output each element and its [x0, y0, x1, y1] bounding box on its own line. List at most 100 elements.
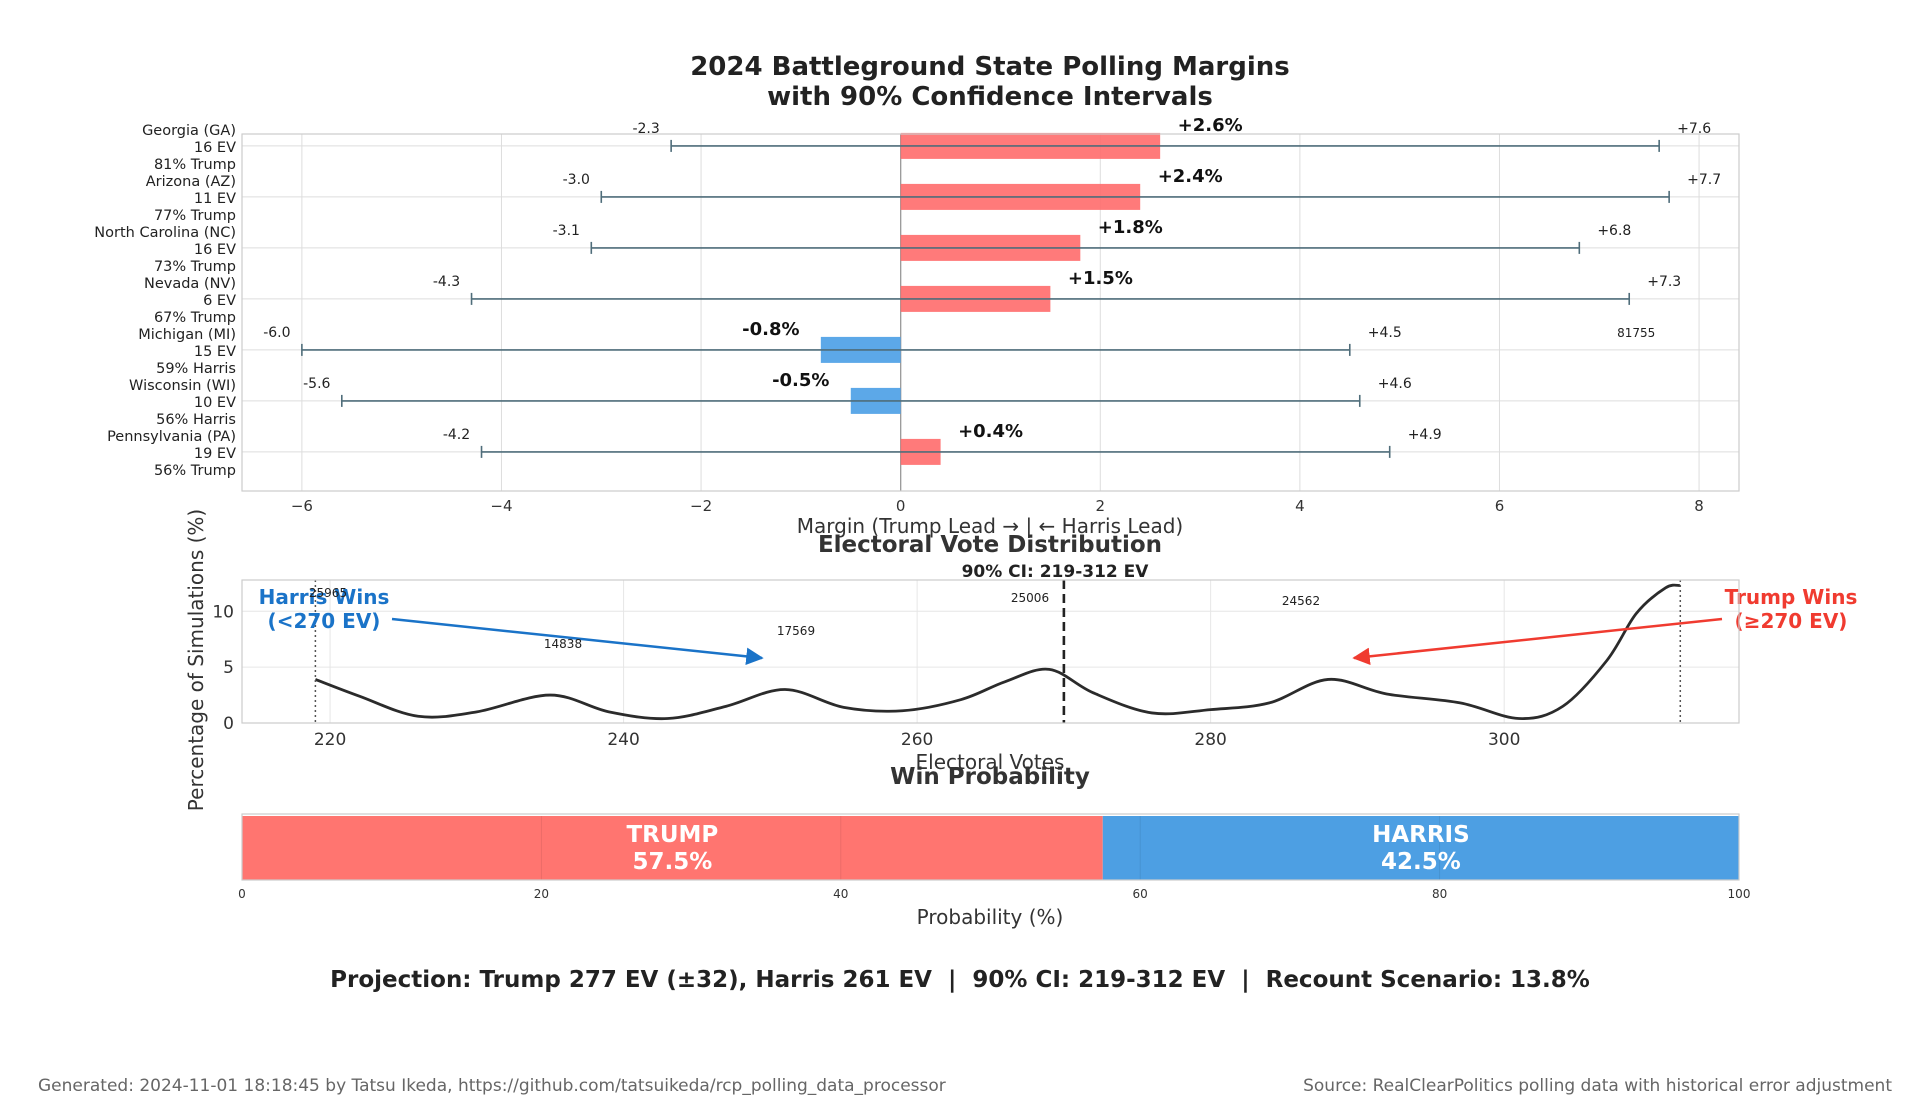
- margin-value-label: +1.8%: [1098, 217, 1163, 238]
- win-prob-segment-harris: [1102, 816, 1739, 880]
- win-prob-name-label: TRUMP: [626, 822, 718, 848]
- ci-low-label: -4.2: [443, 427, 470, 443]
- win-prob-x-axis-label: Probability (%): [917, 905, 1064, 929]
- harris-wins-annotation: Harris Wins: [259, 585, 390, 609]
- margins-chart-title-line2: with 90% Confidence Intervals: [767, 82, 1213, 112]
- margins-x-tick-label: 4: [1295, 497, 1305, 515]
- win-prob-x-tick-label: 80: [1432, 887, 1447, 901]
- margin-value-label: +1.5%: [1068, 268, 1133, 289]
- state-probability-label: 56% Harris: [156, 412, 236, 428]
- margins-x-tick-label: 0: [896, 497, 906, 515]
- ev-x-tick-label: 240: [607, 730, 639, 750]
- ci-low-label: -3.0: [563, 172, 590, 188]
- margins-x-tick-label: 8: [1694, 497, 1704, 515]
- stray-number-label: 25965: [309, 586, 347, 600]
- ci-high-label: +7.7: [1687, 172, 1721, 188]
- trump-arrow: [1352, 617, 1723, 666]
- ci-low-label: -3.1: [553, 223, 580, 239]
- projection-summary: Projection: Trump 277 EV (±32), Harris 2…: [330, 967, 1590, 993]
- ev-distribution-chart: Electoral Vote Distribution 90% CI: 219-…: [184, 509, 1857, 811]
- stray-number-label: 25006: [1011, 591, 1049, 605]
- margin-value-label: -0.5%: [772, 370, 829, 391]
- state-ev-label: 19 EV: [194, 446, 236, 462]
- state-probability-label: 77% Trump: [154, 208, 236, 224]
- ci-low-label: -2.3: [632, 121, 659, 137]
- ev-x-tick-label: 280: [1194, 730, 1226, 750]
- state-name-label: Arizona (AZ): [146, 174, 236, 190]
- state-ev-label: 11 EV: [194, 191, 236, 207]
- win-prob-title: Win Probability: [890, 764, 1090, 790]
- ev-distribution-line: [314, 583, 1681, 721]
- margin-value-label: +0.4%: [958, 421, 1023, 442]
- ev-y-tick-label: 5: [223, 658, 234, 678]
- win-prob-segment-trump: [242, 816, 1103, 880]
- state-probability-label: 73% Trump: [154, 259, 236, 275]
- state-name-label: North Carolina (NC): [94, 225, 236, 241]
- ci-high-label: +6.8: [1597, 223, 1631, 239]
- state-name-label: Michigan (MI): [138, 327, 236, 343]
- ev-y-tick-label: 0: [223, 714, 234, 734]
- margins-x-tick-label: −6: [291, 497, 313, 515]
- trump-wins-annotation: Trump Wins: [1725, 585, 1858, 609]
- win-prob-frame: [241, 813, 1740, 881]
- ev-chart-title: Electoral Vote Distribution: [818, 532, 1162, 558]
- harris-wins-annotation: (<270 EV): [268, 609, 381, 633]
- ev-x-tick-label: 260: [901, 730, 933, 750]
- margin-value-label: +2.4%: [1158, 166, 1223, 187]
- margins-x-axis-label: Margin (Trump Lead → | ← Harris Lead): [797, 514, 1183, 538]
- ci-high-label: +7.3: [1647, 274, 1681, 290]
- generated-footer: Generated: 2024-11-01 18:18:45 by Tatsu …: [38, 1076, 946, 1096]
- state-name-label: Wisconsin (WI): [129, 378, 236, 394]
- ev-y-axis-label: Percentage of Simulations (%): [184, 509, 208, 811]
- win-prob-value-label: 57.5%: [632, 849, 712, 875]
- margins-x-tick-label: −2: [690, 497, 712, 515]
- win-prob-x-tick-label: 100: [1728, 887, 1751, 901]
- margins-plot-frame: [241, 133, 1740, 492]
- ci-high-label: +7.6: [1677, 121, 1711, 137]
- ci-low-label: -6.0: [263, 325, 290, 341]
- polling-margins-chart: 2024 Battleground State Polling Margins …: [94, 52, 1740, 538]
- state-probability-label: 56% Trump: [154, 463, 236, 479]
- state-name-label: Pennsylvania (PA): [107, 429, 236, 445]
- margins-chart-title-line1: 2024 Battleground State Polling Margins: [690, 52, 1290, 82]
- stray-annotation: 81755: [1617, 326, 1655, 340]
- ci-high-label: +4.6: [1378, 376, 1412, 392]
- win-prob-x-tick-label: 0: [238, 887, 246, 901]
- stray-number-label: 14838: [544, 637, 582, 651]
- margin-value-label: +2.6%: [1178, 115, 1243, 136]
- ci-high-label: +4.9: [1408, 427, 1442, 443]
- win-prob-x-tick-label: 60: [1133, 887, 1148, 901]
- ev-y-tick-label: 10: [212, 602, 234, 622]
- ci-high-label: +4.5: [1368, 325, 1402, 341]
- win-prob-x-tick-label: 40: [833, 887, 848, 901]
- margins-x-tick-label: −4: [490, 497, 512, 515]
- ev-x-axis-label: Electoral Votes: [916, 750, 1065, 774]
- state-name-label: Nevada (NV): [144, 276, 236, 292]
- margin-value-label: -0.8%: [742, 319, 799, 340]
- ev-x-tick-label: 300: [1488, 730, 1520, 750]
- win-prob-value-label: 42.5%: [1381, 849, 1461, 875]
- state-ev-label: 16 EV: [194, 242, 236, 258]
- ci-low-label: -5.6: [303, 376, 330, 392]
- trump-wins-annotation: (≥270 EV): [1735, 609, 1848, 633]
- state-name-label: Georgia (GA): [142, 123, 236, 139]
- ev-chart-subtitle: 90% CI: 219-312 EV: [962, 562, 1150, 582]
- state-probability-label: 67% Trump: [154, 310, 236, 326]
- state-ev-label: 10 EV: [194, 395, 236, 411]
- source-footer: Source: RealClearPolitics polling data w…: [1303, 1076, 1892, 1096]
- state-probability-label: 81% Trump: [154, 157, 236, 173]
- margins-x-tick-label: 2: [1096, 497, 1106, 515]
- win-prob-name-label: HARRIS: [1372, 822, 1470, 848]
- state-probability-label: 59% Harris: [156, 361, 236, 377]
- harris-arrow: [391, 617, 764, 666]
- state-ev-label: 16 EV: [194, 140, 236, 156]
- stray-number-label: 24562: [1282, 594, 1320, 608]
- ci-low-label: -4.3: [433, 274, 460, 290]
- state-ev-label: 6 EV: [203, 293, 236, 309]
- ev-x-tick-label: 220: [314, 730, 346, 750]
- state-ev-label: 15 EV: [194, 344, 236, 360]
- stray-number-label: 17569: [777, 624, 815, 638]
- win-prob-x-tick-label: 20: [534, 887, 549, 901]
